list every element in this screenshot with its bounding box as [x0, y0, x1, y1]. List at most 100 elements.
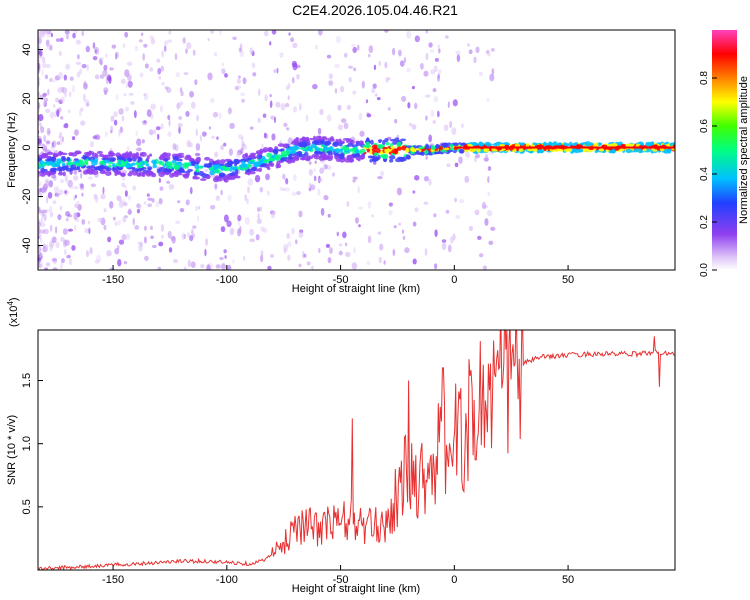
heatmap-cell	[45, 30, 52, 35]
heatmap-cell	[334, 88, 338, 94]
heatmap-cell	[292, 106, 298, 113]
heatmap-cell	[74, 150, 82, 155]
heatmap-cell	[302, 250, 305, 259]
heatmap-cell	[179, 154, 185, 158]
heatmap-cell	[136, 203, 141, 209]
colorbar-label: Normalized spectral amplitude	[738, 76, 750, 224]
heatmap-cell	[226, 220, 232, 228]
heatmap-cell	[38, 219, 41, 223]
heatmap-cell	[74, 194, 77, 199]
heatmap-cell	[85, 102, 90, 107]
heatmap-cell	[39, 187, 42, 193]
heatmap-cell	[40, 222, 46, 228]
heatmap-cell	[103, 64, 108, 71]
heatmap-cell	[150, 37, 156, 45]
heatmap-cell	[377, 231, 382, 235]
heatmap-cell	[38, 221, 42, 228]
heatmap-cell	[183, 234, 186, 240]
heatmap-cell	[43, 186, 47, 193]
heatmap-cell	[103, 208, 107, 213]
heatmap-cell	[387, 107, 391, 111]
heatmap-cell	[290, 37, 295, 43]
heatmap-cell	[174, 53, 178, 61]
heatmap-cell	[267, 147, 272, 152]
heatmap-cell	[243, 255, 246, 261]
heatmap-cell	[88, 227, 91, 235]
heatmap-cell	[227, 194, 232, 202]
snr-x-ticks: -150 -100 -50 0 50	[102, 565, 574, 586]
heatmap-cell	[255, 234, 260, 241]
heatmap-cell	[195, 128, 198, 137]
heatmap-cell	[219, 30, 222, 36]
spectrogram-x-label: Height of straight line (km)	[292, 283, 420, 295]
heatmap-cell	[127, 209, 133, 215]
heatmap-cell	[552, 141, 558, 147]
heatmap-cell	[130, 101, 135, 105]
heatmap-cell	[483, 157, 489, 162]
heatmap-cell	[173, 258, 179, 264]
heatmap-cell	[170, 235, 176, 241]
heatmap-cell	[39, 122, 43, 129]
heatmap-cell	[366, 260, 371, 266]
heatmap-cell	[38, 107, 41, 113]
heatmap-cell	[58, 99, 63, 105]
heatmap-cell	[194, 79, 198, 86]
heatmap-cell	[43, 213, 47, 222]
heatmap-cell	[74, 185, 79, 190]
heatmap-cell	[185, 110, 190, 117]
heatmap-cell	[313, 168, 317, 172]
heatmap-cell	[214, 176, 221, 180]
heatmap-cell	[150, 103, 156, 110]
heatmap-cell	[645, 142, 653, 147]
heatmap-cell	[160, 224, 165, 232]
heatmap-cell	[377, 139, 383, 142]
heatmap-cell	[244, 217, 250, 225]
heatmap-cell	[433, 263, 438, 270]
heatmap-cell	[454, 197, 457, 203]
heatmap-cell	[384, 138, 389, 143]
heatmap-cell	[329, 154, 334, 160]
snr-series-line	[38, 330, 675, 570]
heatmap-cell	[45, 178, 49, 183]
heatmap-cell	[402, 235, 406, 240]
heatmap-cell	[285, 84, 290, 91]
heatmap-cell	[473, 56, 477, 64]
heatmap-cell	[136, 138, 142, 147]
heatmap-cell	[259, 226, 265, 232]
heatmap-cell	[78, 169, 82, 173]
heatmap-cell	[220, 144, 224, 151]
heatmap-cell	[173, 170, 180, 175]
heatmap-cell	[104, 53, 108, 58]
heatmap-cell	[244, 194, 248, 202]
heatmap-cell	[312, 83, 318, 90]
heatmap-cell	[229, 122, 235, 129]
heatmap-cell	[73, 196, 76, 201]
heatmap-cell	[487, 52, 491, 57]
heatmap-cell	[317, 188, 321, 196]
heatmap-cell	[388, 202, 393, 207]
heatmap-cell	[326, 54, 332, 59]
heatmap-cell	[172, 143, 177, 151]
heatmap-cell	[136, 147, 142, 152]
y-tick-label: 20	[21, 92, 33, 104]
heatmap-cell	[269, 41, 272, 46]
heatmap-cell	[41, 69, 44, 76]
heatmap-cell	[396, 187, 402, 196]
heatmap-cell	[93, 193, 98, 200]
heatmap-cell	[328, 80, 334, 86]
heatmap-cell	[327, 257, 332, 264]
heatmap-cell	[430, 145, 436, 150]
heatmap-cell	[138, 244, 143, 252]
heatmap-cell	[117, 219, 122, 226]
heatmap-cell	[347, 142, 353, 147]
heatmap-cell	[338, 142, 343, 147]
heatmap-cell	[410, 147, 415, 152]
heatmap-cell	[61, 258, 65, 264]
heatmap-cell	[58, 50, 62, 57]
heatmap-cell	[158, 197, 163, 205]
snr-scale-label: (x104)	[6, 297, 20, 327]
heatmap-cell	[110, 130, 113, 134]
heatmap-cell	[379, 154, 387, 158]
heatmap-cell	[298, 232, 304, 238]
heatmap-cell	[72, 32, 76, 39]
